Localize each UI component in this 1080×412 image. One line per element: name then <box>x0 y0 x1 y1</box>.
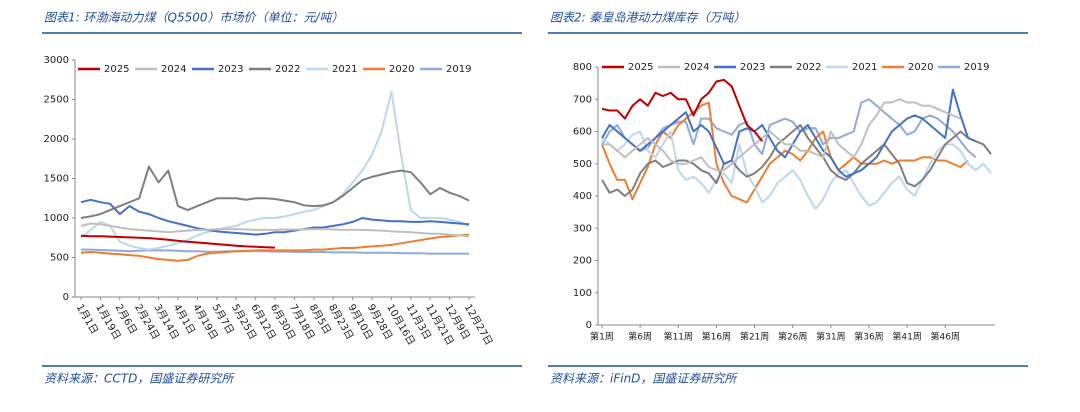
chart-title: 图表1: 环渤海动力煤（Q5500）市场价（单位：元/吨） <box>44 11 344 25</box>
x-tick-label: 第46周 <box>931 331 960 343</box>
legend-label: 2020 <box>908 62 933 73</box>
source-note: 资料来源：iFinD，国盛证券研究所 <box>550 372 738 386</box>
x-tick-label: 第36周 <box>854 331 883 343</box>
legend-label: 2023 <box>740 62 765 73</box>
series-line <box>601 101 969 204</box>
series-line <box>601 124 992 197</box>
y-tick-label: 1000 <box>44 213 69 224</box>
legend-label: 2022 <box>796 62 821 73</box>
legend-label: 2019 <box>964 62 989 73</box>
y-tick-label: 700 <box>573 94 592 105</box>
x-tick-label: 第16周 <box>702 331 731 343</box>
series-line <box>81 248 469 255</box>
series-line <box>80 90 470 251</box>
x-tick-label: 第31周 <box>816 331 845 343</box>
chart-title: 图表2: 秦皇岛港动力煤库存（万吨） <box>550 11 746 25</box>
x-tick-label: 第26周 <box>778 331 807 343</box>
y-tick-label: 200 <box>573 256 592 267</box>
series-line <box>601 130 992 210</box>
y-tick-label: 2000 <box>44 134 69 145</box>
y-tick-label: 500 <box>573 159 592 170</box>
series-line <box>601 78 763 142</box>
legend-label: 2021 <box>852 62 877 73</box>
x-tick-label: 12月27日 <box>462 302 495 347</box>
legend-label: 2024 <box>684 62 709 73</box>
legend-label: 2025 <box>104 64 129 75</box>
y-tick-label: 800 <box>573 62 592 73</box>
series-line <box>80 233 470 262</box>
x-tick-label: 第6周 <box>628 331 652 343</box>
series-line <box>80 165 470 219</box>
x-tick-label: 第1周 <box>590 331 614 343</box>
y-tick-label: 600 <box>573 127 592 138</box>
series-line <box>601 98 977 159</box>
y-tick-label: 0 <box>586 320 592 331</box>
legend-label: 2020 <box>389 64 414 75</box>
legend-label: 2023 <box>218 64 243 75</box>
y-tick-label: 400 <box>573 191 592 202</box>
y-tick-label: 500 <box>50 253 69 264</box>
legend-label: 2022 <box>275 64 300 75</box>
y-tick-label: 100 <box>573 288 592 299</box>
x-tick-label: 第11周 <box>664 331 693 343</box>
y-tick-label: 2500 <box>44 95 69 106</box>
x-tick-label: 第21周 <box>740 331 769 343</box>
legend-label: 2025 <box>628 62 653 73</box>
source-note: 资料来源：CCTD，国盛证券研究所 <box>44 372 235 386</box>
legend-label: 2019 <box>446 64 471 75</box>
x-tick-label: 第41周 <box>892 331 921 343</box>
y-tick-label: 300 <box>573 223 592 234</box>
series-line <box>602 98 961 172</box>
y-tick-label: 1500 <box>44 174 69 185</box>
series-line <box>80 222 470 238</box>
legend-label: 2024 <box>161 64 186 75</box>
y-tick-label: 3000 <box>44 55 69 66</box>
legend-label: 2021 <box>332 64 357 75</box>
series-line <box>601 88 977 178</box>
series-line <box>80 234 276 249</box>
series-line <box>80 198 470 236</box>
y-tick-label: 0 <box>63 292 69 303</box>
